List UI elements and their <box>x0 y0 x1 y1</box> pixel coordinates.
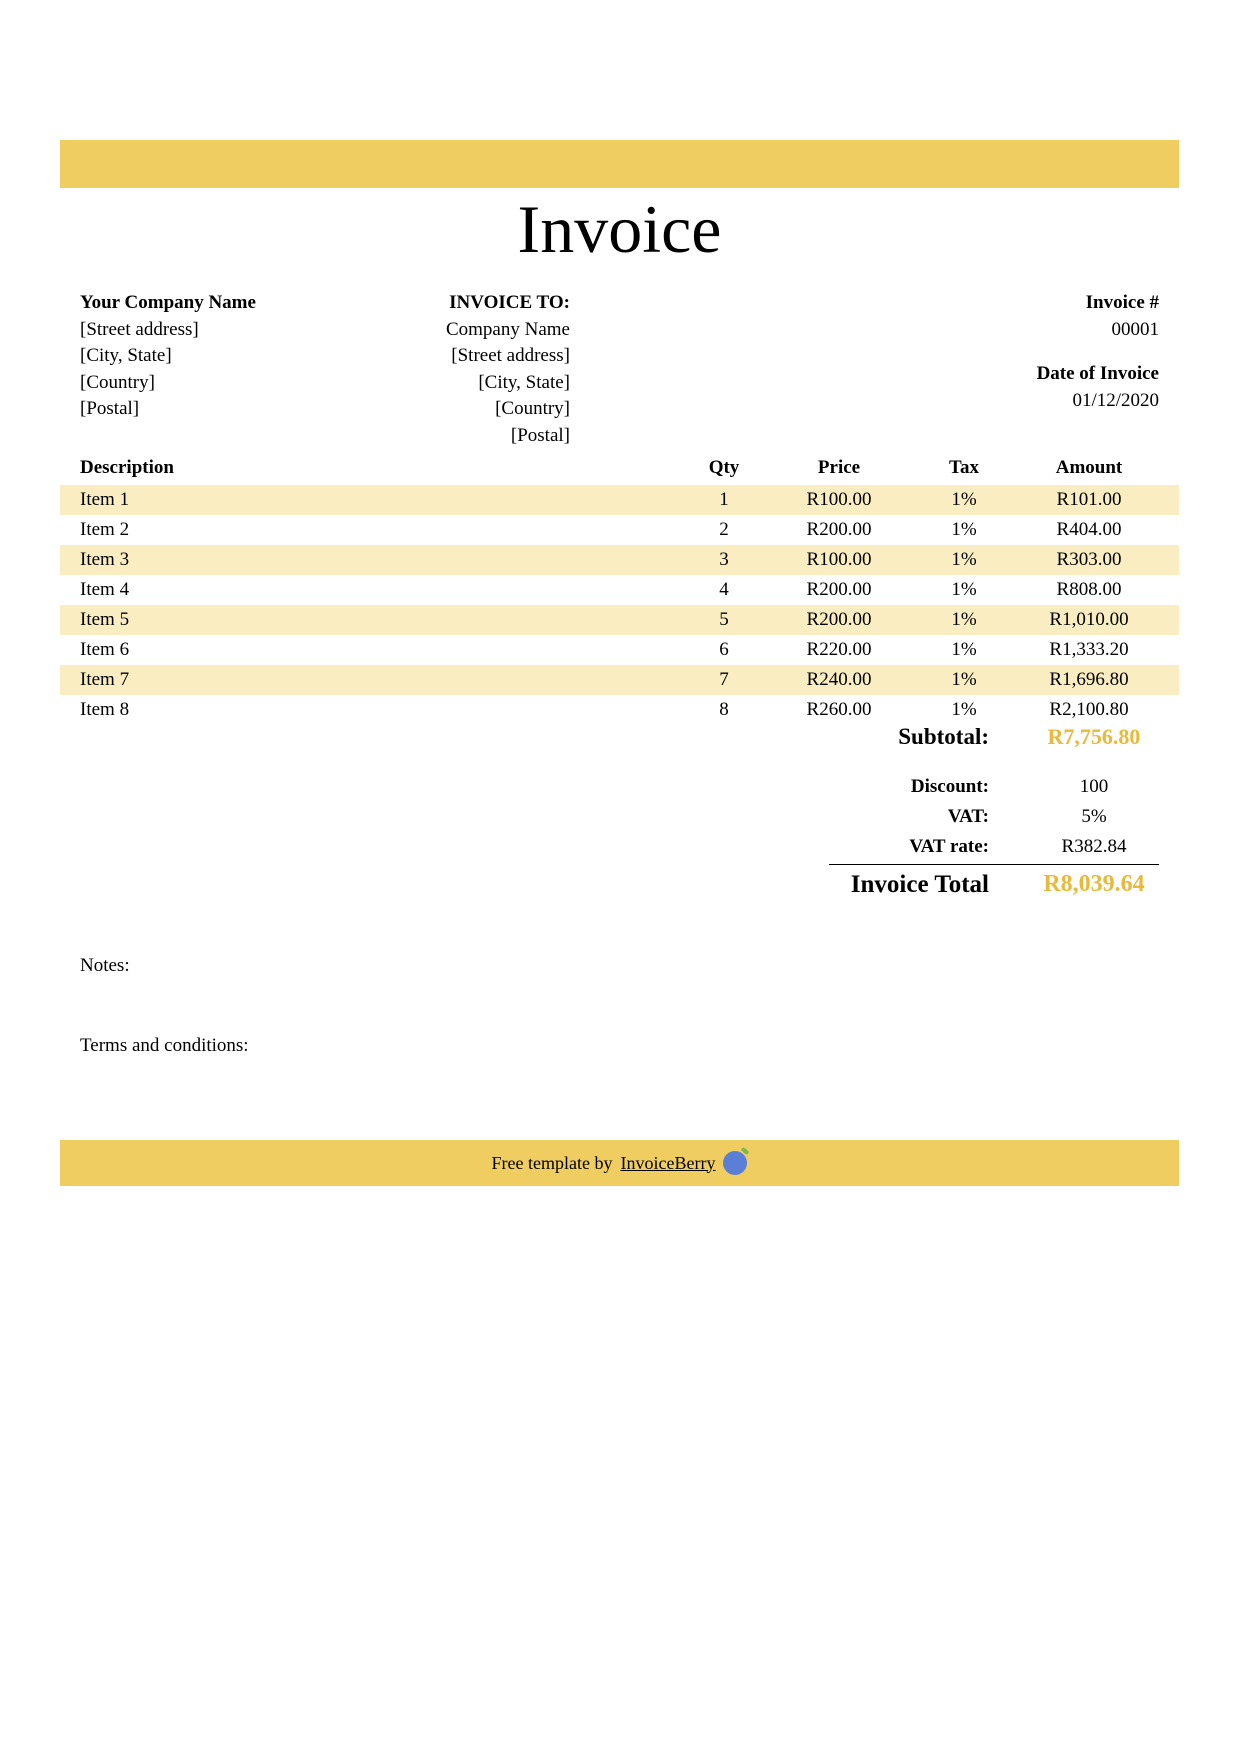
cell-tax: 1% <box>909 519 1019 541</box>
cell-tax: 1% <box>909 609 1019 631</box>
cell-amount: R404.00 <box>1019 519 1159 541</box>
footer-prefix: Free template by <box>492 1153 613 1174</box>
from-country: [Country] <box>80 370 370 397</box>
terms-label: Terms and conditions: <box>80 1035 249 1057</box>
footer-bar: Free template by InvoiceBerry <box>60 1140 1179 1186</box>
summary-block: Subtotal: R7,756.80 Discount: 100 VAT: 5… <box>829 720 1159 903</box>
to-column: INVOICE TO: Company Name [Street address… <box>370 290 570 450</box>
cell-amount: R1,696.80 <box>1019 669 1159 691</box>
col-amount: Amount <box>1019 457 1159 479</box>
cell-amount: R1,010.00 <box>1019 609 1159 631</box>
cell-qty: 4 <box>679 579 769 601</box>
notes-label: Notes: <box>80 955 130 977</box>
to-postal: [Postal] <box>370 423 570 450</box>
from-heading: Your Company Name <box>80 290 370 317</box>
table-row: Item 44R200.001%R808.00 <box>60 575 1179 605</box>
date-label: Date of Invoice <box>959 361 1159 388</box>
header-bar <box>60 140 1179 188</box>
vat-rate-value: R382.84 <box>1029 836 1159 858</box>
cell-price: R240.00 <box>769 669 909 691</box>
cell-tax: 1% <box>909 549 1019 571</box>
table-row: Item 11R100.001%R101.00 <box>60 485 1179 515</box>
to-street: [Street address] <box>370 343 570 370</box>
subtotal-value: R7,756.80 <box>1029 724 1159 750</box>
meta-column: Invoice # 00001 Date of Invoice 01/12/20… <box>959 290 1159 450</box>
cell-qty: 3 <box>679 549 769 571</box>
page-title: Invoice <box>0 190 1239 269</box>
discount-label: Discount: <box>829 776 1029 798</box>
line-items-table: Description Qty Price Tax Amount Item 11… <box>60 455 1179 725</box>
cell-amount: R303.00 <box>1019 549 1159 571</box>
invoiceberry-logo-icon <box>723 1151 747 1175</box>
col-desc: Description <box>80 457 679 479</box>
cell-desc: Item 7 <box>80 669 679 691</box>
cell-price: R260.00 <box>769 699 909 721</box>
col-qty: Qty <box>679 457 769 479</box>
subtotal-label: Subtotal: <box>829 724 1029 750</box>
discount-row: Discount: 100 <box>829 772 1159 802</box>
cell-tax: 1% <box>909 639 1019 661</box>
cell-amount: R101.00 <box>1019 489 1159 511</box>
info-block: Your Company Name [Street address] [City… <box>80 290 1159 450</box>
from-postal: [Postal] <box>80 396 370 423</box>
to-heading: INVOICE TO: <box>370 290 570 317</box>
cell-qty: 2 <box>679 519 769 541</box>
table-row: Item 22R200.001%R404.00 <box>60 515 1179 545</box>
cell-tax: 1% <box>909 699 1019 721</box>
cell-qty: 7 <box>679 669 769 691</box>
cell-price: R100.00 <box>769 489 909 511</box>
cell-desc: Item 3 <box>80 549 679 571</box>
cell-price: R200.00 <box>769 519 909 541</box>
cell-qty: 8 <box>679 699 769 721</box>
vat-value: 5% <box>1029 806 1159 828</box>
cell-price: R200.00 <box>769 609 909 631</box>
cell-qty: 6 <box>679 639 769 661</box>
table-row: Item 55R200.001%R1,010.00 <box>60 605 1179 635</box>
total-value: R8,039.64 <box>1029 871 1159 899</box>
total-label: Invoice Total <box>829 871 1029 899</box>
cell-price: R100.00 <box>769 549 909 571</box>
col-price: Price <box>769 457 909 479</box>
cell-desc: Item 6 <box>80 639 679 661</box>
total-row: Invoice Total R8,039.64 <box>829 864 1159 903</box>
vat-rate-label: VAT rate: <box>829 836 1029 858</box>
table-row: Item 77R240.001%R1,696.80 <box>60 665 1179 695</box>
table-row: Item 66R220.001%R1,333.20 <box>60 635 1179 665</box>
from-city: [City, State] <box>80 343 370 370</box>
cell-desc: Item 1 <box>80 489 679 511</box>
subtotal-row: Subtotal: R7,756.80 <box>829 720 1159 754</box>
to-company: Company Name <box>370 317 570 344</box>
vat-rate-row: VAT rate: R382.84 <box>829 832 1159 862</box>
cell-amount: R2,100.80 <box>1019 699 1159 721</box>
cell-desc: Item 2 <box>80 519 679 541</box>
cell-desc: Item 8 <box>80 699 679 721</box>
date-value: 01/12/2020 <box>959 388 1159 415</box>
from-column: Your Company Name [Street address] [City… <box>80 290 370 450</box>
cell-qty: 5 <box>679 609 769 631</box>
cell-qty: 1 <box>679 489 769 511</box>
from-street: [Street address] <box>80 317 370 344</box>
invoice-num-label: Invoice # <box>959 290 1159 317</box>
cell-tax: 1% <box>909 669 1019 691</box>
cell-price: R200.00 <box>769 579 909 601</box>
col-tax: Tax <box>909 457 1019 479</box>
footer-link[interactable]: InvoiceBerry <box>621 1153 716 1174</box>
table-header-row: Description Qty Price Tax Amount <box>60 455 1179 485</box>
cell-tax: 1% <box>909 489 1019 511</box>
cell-price: R220.00 <box>769 639 909 661</box>
discount-value: 100 <box>1029 776 1159 798</box>
vat-label: VAT: <box>829 806 1029 828</box>
vat-row: VAT: 5% <box>829 802 1159 832</box>
cell-amount: R808.00 <box>1019 579 1159 601</box>
to-city: [City, State] <box>370 370 570 397</box>
invoice-num: 00001 <box>959 317 1159 344</box>
cell-desc: Item 5 <box>80 609 679 631</box>
cell-desc: Item 4 <box>80 579 679 601</box>
cell-amount: R1,333.20 <box>1019 639 1159 661</box>
table-row: Item 33R100.001%R303.00 <box>60 545 1179 575</box>
cell-tax: 1% <box>909 579 1019 601</box>
to-country: [Country] <box>370 396 570 423</box>
